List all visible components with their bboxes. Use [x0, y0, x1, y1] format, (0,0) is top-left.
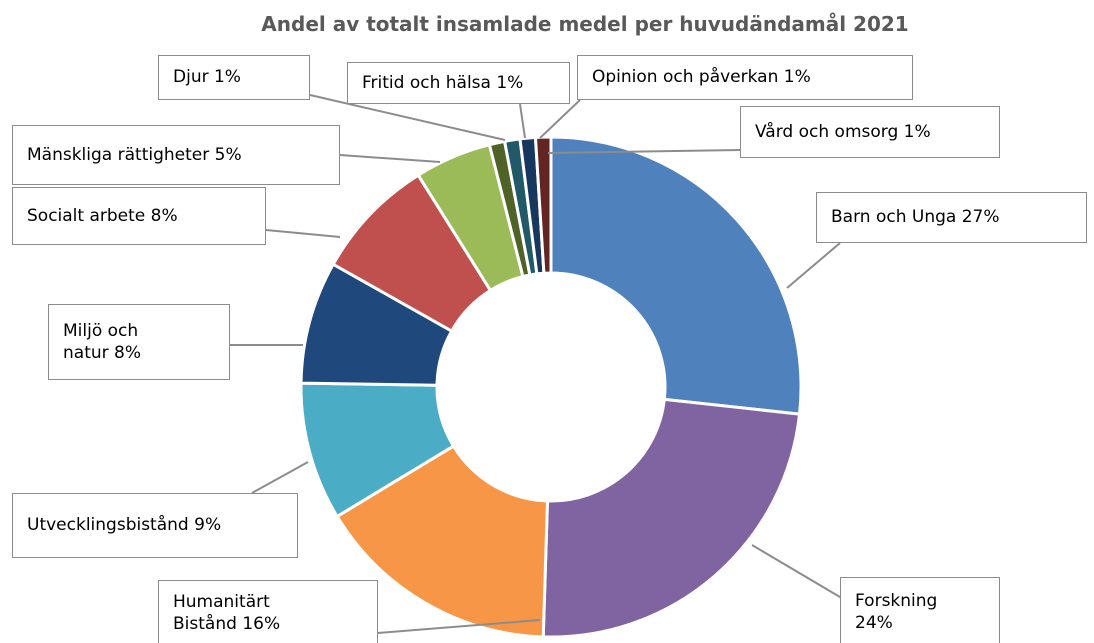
label-value: 27%	[961, 207, 1000, 228]
donut-slice	[541, 397, 802, 639]
label-category: Forskning	[855, 590, 938, 611]
data-label: Socialt arbete 8%	[12, 187, 266, 245]
label-value: 1%	[496, 72, 524, 93]
data-label: Barn och Unga 27%	[816, 192, 1087, 243]
data-label: Humanitärt Bistånd 16%	[158, 580, 378, 643]
label-value: 24%	[855, 613, 893, 633]
label-value: 1%	[903, 121, 931, 142]
label-category: Barn och Unga	[831, 207, 957, 228]
leader-line	[251, 461, 309, 494]
leader-line	[539, 99, 581, 139]
label-category: Socialt arbete	[27, 205, 146, 226]
label-value: 9%	[194, 515, 222, 536]
label-category: Mänskliga rättigheter	[27, 144, 210, 165]
leader-line	[786, 242, 841, 289]
label-category: Utvecklingsbistånd	[27, 515, 189, 536]
label-value: 1%	[783, 67, 811, 88]
chart-title: Andel av totalt insamlade medel per huvu…	[261, 12, 909, 36]
data-label: Utvecklingsbistånd 9%	[12, 493, 298, 558]
leader-line	[309, 94, 506, 141]
leader-line	[265, 229, 341, 238]
label-category: Vård och omsorg	[755, 121, 899, 142]
data-label: Vård och omsorg 1%	[740, 106, 1000, 158]
donut-slice	[549, 135, 803, 416]
data-label: Miljö och natur 8%	[48, 304, 230, 380]
label-value: 5%	[214, 144, 242, 165]
data-label: Forskning 24%	[840, 577, 1000, 643]
label-value: 16%	[242, 614, 281, 634]
label-category: Humanitärt Bistånd	[173, 591, 270, 634]
label-value: 8%	[150, 205, 178, 226]
leader-line	[751, 544, 846, 601]
data-label: Djur 1%	[158, 55, 310, 100]
leader-line	[519, 103, 526, 139]
label-category: Opinion och påverkan	[592, 67, 779, 88]
leader-line	[547, 149, 741, 154]
label-category: Djur	[173, 67, 209, 88]
data-label: Fritid och hälsa 1%	[347, 62, 570, 104]
label-category: Miljö och natur	[63, 320, 139, 363]
data-label: Opinion och påverkan 1%	[577, 55, 913, 100]
leader-line	[377, 619, 541, 634]
label-category: Fritid och hälsa	[362, 72, 491, 93]
label-value: 1%	[213, 67, 241, 88]
label-value: 8%	[114, 343, 142, 363]
leader-line	[339, 154, 441, 163]
data-label: Mänskliga rättigheter 5%	[12, 125, 340, 185]
